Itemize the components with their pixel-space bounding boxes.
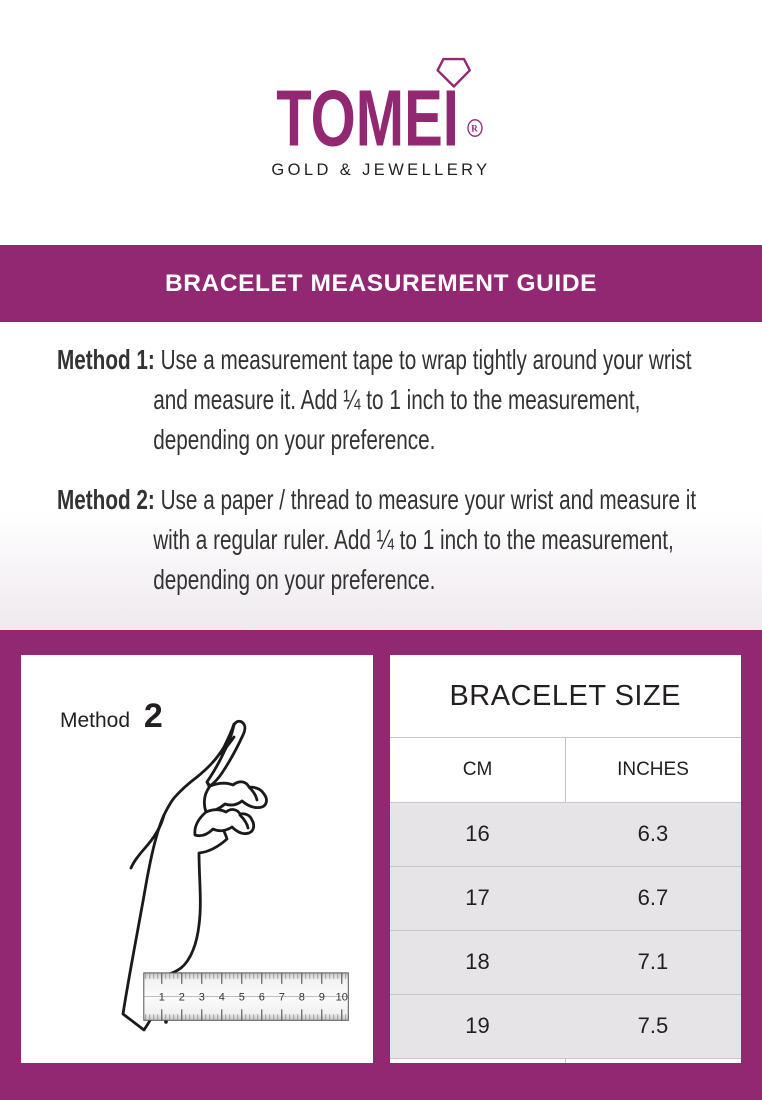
svg-text:9: 9	[319, 992, 325, 1004]
svg-text:4: 4	[219, 992, 225, 1004]
svg-text:3: 3	[199, 992, 205, 1004]
svg-text:TOMEI: TOMEI	[276, 73, 459, 162]
svg-text:1: 1	[159, 992, 165, 1004]
svg-text:8: 8	[299, 992, 305, 1004]
svg-text:2: 2	[179, 992, 185, 1004]
svg-text:5: 5	[239, 992, 245, 1004]
svg-text:R: R	[471, 124, 478, 134]
svg-text:10: 10	[336, 992, 348, 1004]
svg-text:6: 6	[259, 992, 265, 1004]
svg-text:7: 7	[279, 992, 285, 1004]
